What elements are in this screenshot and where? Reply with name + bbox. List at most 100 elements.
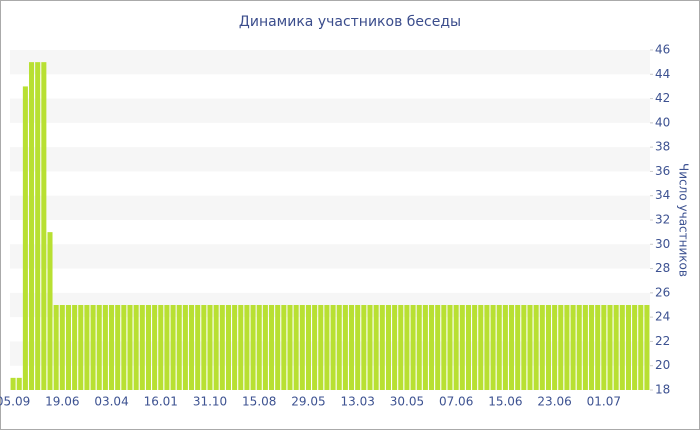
x-tick-label: 13.03: [341, 395, 375, 409]
y-tick-label: 40: [655, 115, 670, 129]
bar: [342, 305, 348, 390]
bar: [355, 305, 361, 390]
grid-band: [10, 244, 650, 269]
bar: [416, 305, 422, 390]
bar: [182, 305, 188, 390]
y-tick-label: 36: [655, 164, 670, 178]
y-tick-label: 20: [655, 358, 670, 372]
bar: [422, 305, 428, 390]
bar: [447, 305, 453, 390]
bar: [398, 305, 404, 390]
y-tick-label: 38: [655, 140, 670, 154]
bar: [509, 305, 515, 390]
y-tick-label: 22: [655, 334, 670, 348]
bar: [90, 305, 96, 390]
bar: [385, 305, 391, 390]
bar: [515, 305, 521, 390]
y-tick-label: 18: [655, 383, 670, 397]
bar: [152, 305, 158, 390]
bar: [373, 305, 379, 390]
bar: [59, 305, 65, 390]
x-tick-label: 05.09: [0, 395, 30, 409]
bar: [589, 305, 595, 390]
x-tick-label: 15.08: [242, 395, 276, 409]
bar: [10, 377, 16, 390]
y-tick-label: 44: [655, 67, 670, 81]
bar: [102, 305, 108, 390]
bar: [361, 305, 367, 390]
bar: [312, 305, 318, 390]
bar: [582, 305, 588, 390]
bar: [465, 305, 471, 390]
bar: [29, 62, 35, 391]
x-tick-label: 01.07: [587, 395, 621, 409]
bar: [607, 305, 613, 390]
bar: [564, 305, 570, 390]
bar: [201, 305, 207, 390]
bar: [275, 305, 281, 390]
bar: [250, 305, 256, 390]
x-tick-label: 16.01: [144, 395, 178, 409]
bar: [145, 305, 151, 390]
bar: [324, 305, 330, 390]
bar: [281, 305, 287, 390]
bar: [632, 305, 638, 390]
bar: [619, 305, 625, 390]
bar: [244, 305, 250, 390]
bar: [576, 305, 582, 390]
bar: [472, 305, 478, 390]
bar: [545, 305, 551, 390]
bar: [453, 305, 459, 390]
grid-band: [10, 98, 650, 123]
bar: [109, 305, 115, 390]
bar: [459, 305, 465, 390]
bar: [299, 305, 305, 390]
chart-title: Динамика участников беседы: [239, 14, 461, 30]
y-tick-label: 32: [655, 213, 670, 227]
bar: [484, 305, 490, 390]
bar: [72, 305, 78, 390]
bar: [238, 305, 244, 390]
grid-band: [10, 195, 650, 220]
bar: [219, 305, 225, 390]
bar: [189, 305, 195, 390]
grid-band: [10, 50, 650, 75]
x-tick-label: 03.04: [94, 395, 128, 409]
bar: [502, 305, 508, 390]
bar: [269, 305, 275, 390]
bar: [392, 305, 398, 390]
x-tick-label: 15.06: [488, 395, 522, 409]
bar: [96, 305, 102, 390]
bar: [435, 305, 441, 390]
bar: [293, 305, 299, 390]
bar: [478, 305, 484, 390]
bar: [539, 305, 545, 390]
y-tick-label: 34: [655, 188, 670, 202]
bar: [367, 305, 373, 390]
bar: [158, 305, 164, 390]
bar: [521, 305, 527, 390]
bar: [164, 305, 170, 390]
bar: [287, 305, 293, 390]
y-tick-label: 42: [655, 91, 670, 105]
bar: [195, 305, 201, 390]
bar: [121, 305, 127, 390]
bar: [127, 305, 133, 390]
bar: [133, 305, 139, 390]
bar: [404, 305, 410, 390]
x-tick-label: 19.06: [45, 395, 79, 409]
bar: [115, 305, 121, 390]
bar: [139, 305, 145, 390]
bar: [570, 305, 576, 390]
bar: [527, 305, 533, 390]
x-tick-label: 23.06: [537, 395, 571, 409]
bar: [213, 305, 219, 390]
bar: [601, 305, 607, 390]
bar: [35, 62, 41, 391]
bar: [53, 305, 59, 390]
bar: [644, 305, 650, 390]
bar: [41, 62, 47, 391]
bar: [16, 377, 22, 390]
bar: [441, 305, 447, 390]
